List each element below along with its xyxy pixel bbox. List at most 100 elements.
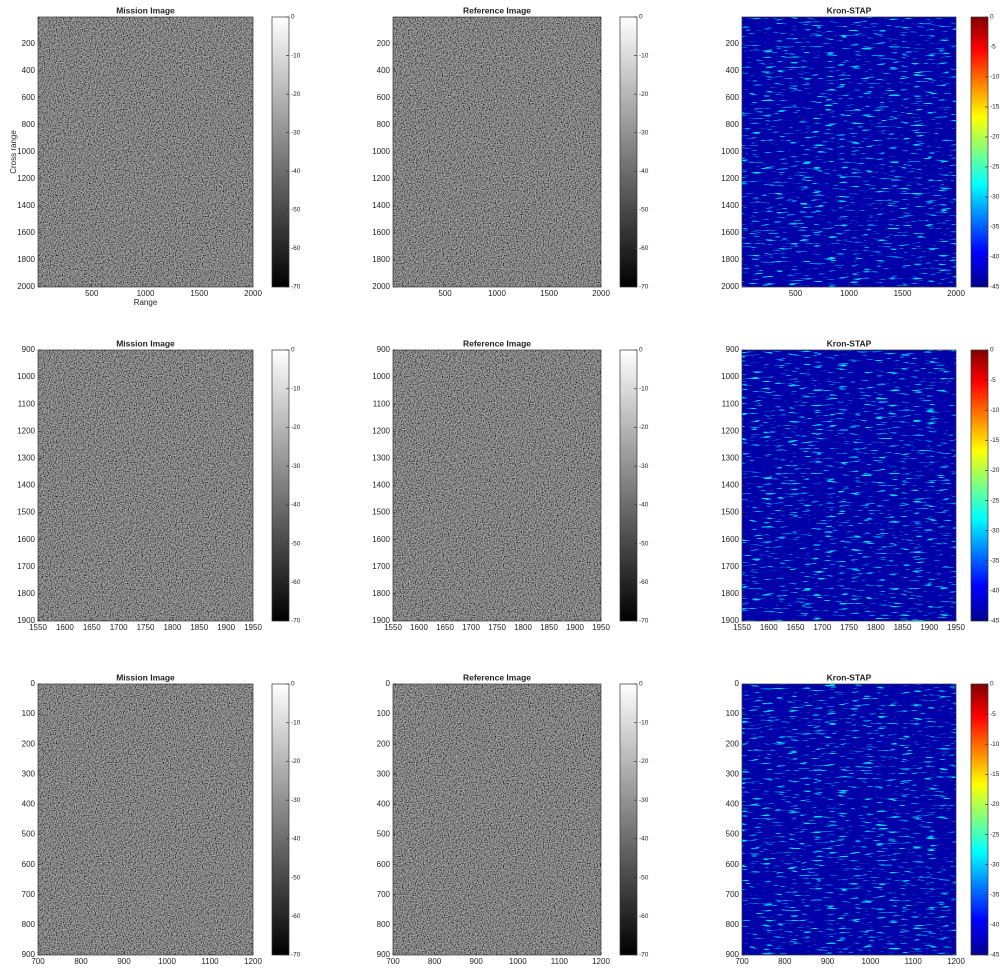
x-tick-label: 2000 — [947, 289, 965, 298]
x-tick-label: 1500 — [540, 289, 558, 298]
x-tick-label: 1750 — [137, 623, 155, 632]
y-tick-label: 400 — [726, 800, 740, 809]
y-tick-label: 500 — [726, 830, 740, 839]
x-tick-label: 900 — [470, 957, 484, 966]
colorbar-tick-label: -20 — [291, 424, 301, 431]
panel-title: Reference Image — [463, 338, 531, 348]
panel-title: Mission Image — [116, 338, 175, 348]
colorbar-tick-label: -15 — [990, 104, 1000, 111]
x-tick-label: 1100 — [551, 957, 569, 966]
x-tick-label: 800 — [428, 957, 442, 966]
x-tick-label: 1200 — [244, 957, 262, 966]
colorbar-tick-label: -15 — [990, 771, 1000, 778]
y-tick-label: 1200 — [721, 174, 739, 183]
panel-title: Reference Image — [463, 5, 531, 15]
colorbar-tick-label: -25 — [990, 831, 1000, 838]
y-tick-label: 2000 — [17, 282, 35, 291]
x-tick-label: 1750 — [488, 623, 506, 632]
x-tick-label: 1000 — [840, 289, 858, 298]
colorbar-tick-label: -35 — [990, 224, 1000, 231]
colorbar-tick-label: -20 — [990, 467, 1000, 474]
colorbar-tick-label: -40 — [291, 502, 301, 509]
y-tick-label: 900 — [377, 950, 391, 959]
colorbar-tick-label: -5 — [990, 711, 996, 718]
x-tick-label: 1850 — [190, 623, 208, 632]
x-tick-label: 1100 — [201, 957, 219, 966]
colorbar-tick-label: 0 — [639, 14, 643, 21]
panel-title: Kron-STAP — [827, 672, 872, 682]
x-tick-label: 800 — [778, 957, 792, 966]
colorbar-tick-label: -20 — [291, 758, 301, 765]
colorbar-tick-label: -60 — [291, 913, 301, 920]
y-tick-label: 1600 — [17, 228, 35, 237]
y-tick-label: 1400 — [372, 201, 390, 210]
y-tick-label: 700 — [22, 890, 36, 899]
colorbar-tick-label: -40 — [639, 502, 649, 509]
colorbar-tick-label: -70 — [291, 284, 301, 291]
y-tick-label: 1500 — [721, 508, 739, 517]
x-tick-label: 1200 — [947, 957, 965, 966]
y-tick-label: 1000 — [17, 147, 35, 156]
y-tick-label: 600 — [726, 93, 740, 102]
y-tick-label: 500 — [22, 830, 36, 839]
y-tick-label: 1200 — [17, 174, 35, 183]
colorbar-tick-label: -20 — [990, 801, 1000, 808]
panel-title: Reference Image — [463, 672, 531, 682]
colorbar-tick-label: -45 — [990, 284, 1000, 291]
colorbar-tick-label: -60 — [639, 579, 649, 586]
y-tick-label: 600 — [377, 93, 391, 102]
y-tick-label: 200 — [726, 39, 740, 48]
x-tick-label: 1500 — [894, 289, 912, 298]
y-tick-label: 1600 — [372, 535, 390, 544]
y-tick-label: 200 — [726, 739, 740, 748]
x-tick-label: 1100 — [905, 957, 923, 966]
y-tick-label: 1500 — [17, 508, 35, 517]
colorbar — [971, 17, 988, 287]
x-tick-label: 1000 — [488, 289, 506, 298]
colorbar-tick-label: -30 — [990, 527, 1000, 534]
colorbar-tick-label: -20 — [639, 758, 649, 765]
y-tick-label: 100 — [22, 709, 36, 718]
colorbar-tick-label: -40 — [291, 836, 301, 843]
colorbar-tick-label: 0 — [990, 14, 994, 21]
x-tick-label: 1650 — [436, 623, 454, 632]
colorbar-tick-label: -20 — [990, 134, 1000, 141]
y-tick-label: 1800 — [372, 255, 390, 264]
x-tick-label: 1000 — [509, 957, 527, 966]
image — [38, 17, 253, 287]
colorbar-tick-label: -30 — [291, 797, 301, 804]
x-tick-label: 1800 — [867, 623, 885, 632]
y-tick-label: 1700 — [372, 562, 390, 571]
colorbar-tick-label: -40 — [990, 254, 1000, 261]
y-tick-label: 1200 — [372, 426, 390, 435]
x-tick-label: 1850 — [540, 623, 558, 632]
colorbar-tick-label: 0 — [990, 681, 994, 688]
colorbar-tick-label: 0 — [291, 14, 295, 21]
y-tick-label: 800 — [377, 920, 391, 929]
x-axis-label: Range — [134, 298, 158, 307]
colorbar-tick-label: -10 — [990, 74, 1000, 81]
colorbar-tick-label: -50 — [639, 207, 649, 214]
y-tick-label: 200 — [22, 739, 36, 748]
colorbar-tick-label: -60 — [639, 913, 649, 920]
y-tick-label: 1200 — [721, 426, 739, 435]
y-tick-label: 1000 — [372, 372, 390, 381]
panel-title: Kron-STAP — [827, 338, 872, 348]
image — [393, 17, 601, 287]
y-tick-label: 1400 — [372, 481, 390, 490]
x-tick-label: 1950 — [244, 623, 262, 632]
colorbar-tick-label: -70 — [291, 952, 301, 959]
y-tick-label: 100 — [377, 709, 391, 718]
y-tick-label: 100 — [726, 709, 740, 718]
colorbar-tick-label: -10 — [291, 52, 301, 59]
y-tick-label: 200 — [377, 739, 391, 748]
x-tick-label: 1700 — [110, 623, 128, 632]
x-tick-label: 1700 — [813, 623, 831, 632]
image-speckle — [742, 17, 956, 287]
y-tick-label: 1900 — [721, 616, 739, 625]
colorbar-tick-label: -10 — [639, 719, 649, 726]
y-tick-label: 1400 — [721, 201, 739, 210]
y-tick-label: 1000 — [372, 147, 390, 156]
y-tick-label: 700 — [726, 890, 740, 899]
y-tick-label: 1700 — [17, 562, 35, 571]
